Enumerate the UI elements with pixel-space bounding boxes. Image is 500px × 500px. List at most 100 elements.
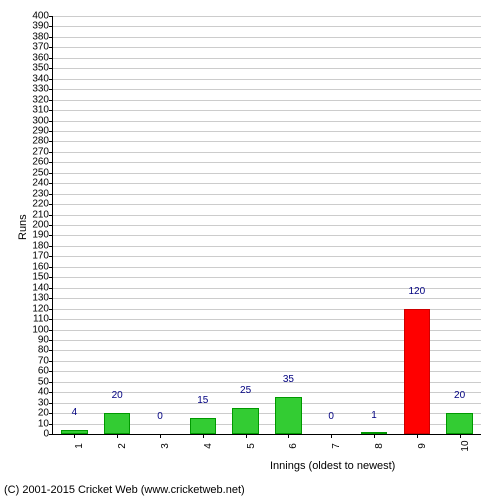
xtick-mark [246,434,247,438]
ytick-label: 270 [32,146,53,157]
gridline [53,152,481,153]
ytick-label: 350 [32,63,53,74]
ytick-label: 330 [32,84,53,95]
ytick-label: 360 [32,52,53,63]
xtick-label: 2 [117,443,128,449]
ytick-label: 190 [32,230,53,241]
copyright-footer: (C) 2001-2015 Cricket Web (www.cricketwe… [4,484,245,496]
gridline [53,16,481,17]
xtick-label: 10 [460,440,471,451]
gridline [53,298,481,299]
xtick-label: 1 [74,443,85,449]
xtick-mark [203,434,204,438]
ytick-label: 170 [32,251,53,262]
x-axis-label: Innings (oldest to newest) [270,460,395,472]
ytick-label: 10 [38,418,53,429]
xtick-label: 7 [331,443,342,449]
gridline [53,246,481,247]
ytick-label: 140 [32,282,53,293]
bar [104,413,131,434]
bar-value-label: 0 [328,411,334,422]
gridline [53,79,481,80]
gridline [53,121,481,122]
bar-value-label: 20 [112,390,123,401]
gridline [53,89,481,90]
ytick-label: 370 [32,42,53,53]
plot-area: 0102030405060708090100110120130140150160… [52,16,481,435]
ytick-label: 250 [32,167,53,178]
bar-value-label: 25 [240,385,251,396]
ytick-label: 320 [32,94,53,105]
ytick-label: 120 [32,303,53,314]
ytick-label: 200 [32,220,53,231]
bar [361,432,388,434]
gridline [53,37,481,38]
gridline [53,141,481,142]
ytick-label: 0 [43,429,53,440]
gridline [53,225,481,226]
xtick-mark [160,434,161,438]
ytick-label: 50 [38,376,53,387]
xtick-mark [288,434,289,438]
bar [232,408,259,434]
gridline [53,277,481,278]
ytick-label: 80 [38,345,53,356]
bar [275,397,302,434]
xtick-mark [74,434,75,438]
gridline [53,100,481,101]
bar-value-label: 20 [454,390,465,401]
xtick-mark [331,434,332,438]
xtick-label: 4 [203,443,214,449]
gridline [53,204,481,205]
xtick-mark [117,434,118,438]
xtick-label: 5 [246,443,257,449]
bar-value-label: 1 [371,410,377,421]
ytick-label: 300 [32,115,53,126]
xtick-label: 9 [417,443,428,449]
ytick-label: 340 [32,73,53,84]
ytick-label: 180 [32,240,53,251]
gridline [53,47,481,48]
ytick-label: 380 [32,31,53,42]
bar [404,309,431,434]
ytick-label: 260 [32,157,53,168]
gridline [53,194,481,195]
xtick-label: 6 [288,443,299,449]
xtick-label: 3 [160,443,171,449]
gridline [53,235,481,236]
ytick-label: 400 [32,11,53,22]
bar [446,413,473,434]
gridline [53,256,481,257]
ytick-label: 160 [32,261,53,272]
gridline [53,110,481,111]
ytick-label: 290 [32,125,53,136]
bar-value-label: 15 [197,395,208,406]
gridline [53,131,481,132]
gridline [53,267,481,268]
ytick-label: 130 [32,293,53,304]
ytick-label: 30 [38,397,53,408]
chart-canvas: 0102030405060708090100110120130140150160… [0,0,500,500]
gridline [53,58,481,59]
ytick-label: 40 [38,387,53,398]
gridline [53,68,481,69]
bar [190,418,217,434]
gridline [53,173,481,174]
y-axis-label: Runs [17,214,29,240]
ytick-label: 240 [32,178,53,189]
ytick-label: 20 [38,408,53,419]
ytick-label: 220 [32,199,53,210]
xtick-label: 8 [374,443,385,449]
bar-value-label: 35 [283,374,294,385]
bar-value-label: 120 [408,286,425,297]
bar-value-label: 4 [72,407,78,418]
xtick-mark [417,434,418,438]
ytick-label: 390 [32,21,53,32]
gridline [53,215,481,216]
ytick-label: 210 [32,209,53,220]
gridline [53,26,481,27]
ytick-label: 230 [32,188,53,199]
ytick-label: 110 [33,314,53,325]
ytick-label: 100 [32,324,53,335]
bar-value-label: 0 [157,411,163,422]
